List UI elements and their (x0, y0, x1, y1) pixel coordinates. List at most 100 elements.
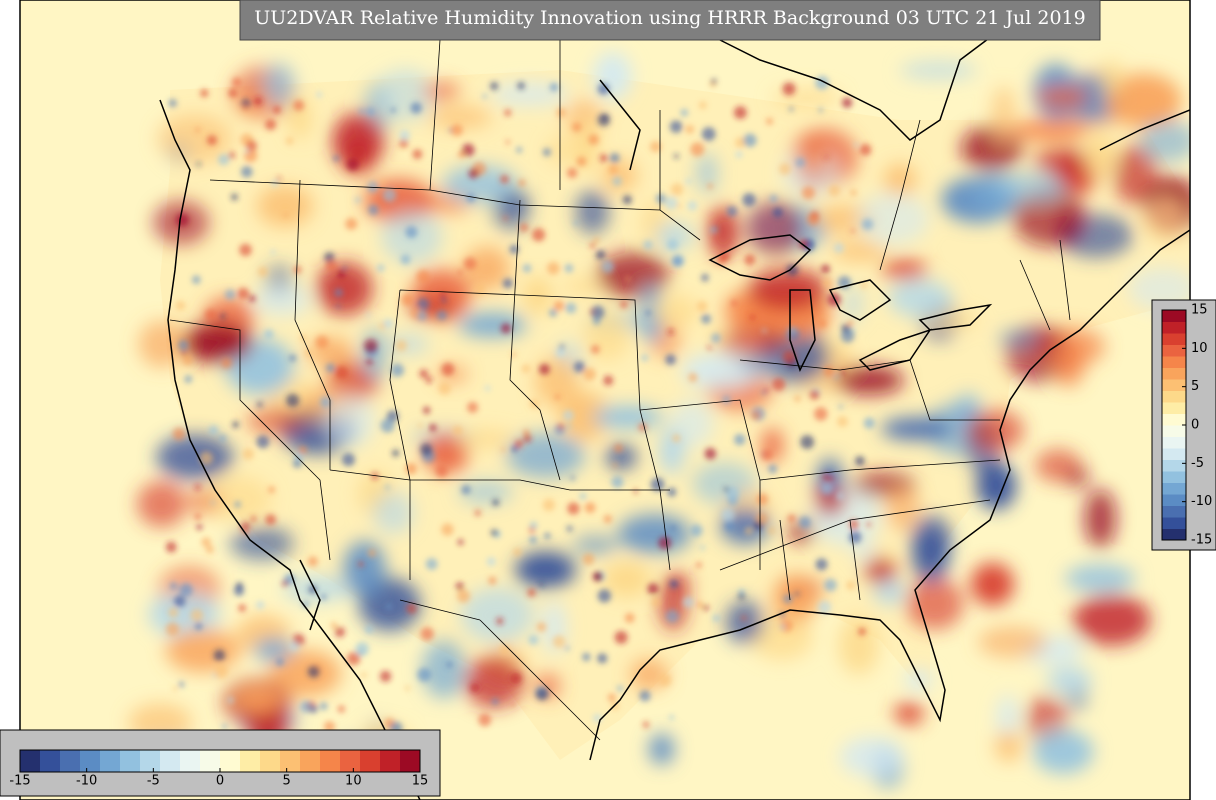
field-speck (473, 282, 486, 295)
field-speck (592, 317, 601, 326)
field-blob (182, 322, 253, 363)
field-speck (509, 244, 519, 255)
field-speck (358, 108, 365, 115)
colorbar-segment (320, 750, 341, 772)
field-speck (593, 237, 600, 244)
field-blob (992, 172, 1068, 202)
colorbar-segment (1162, 321, 1186, 334)
field-blob (894, 702, 924, 725)
field-blob (423, 433, 469, 474)
field-speck (205, 545, 214, 554)
field-blob (1047, 666, 1093, 694)
field-speck (320, 396, 332, 408)
field-speck (253, 96, 263, 106)
field-speck (366, 107, 376, 117)
colorbar-segment (1162, 310, 1186, 322)
field-speck (670, 525, 677, 531)
field-speck (293, 265, 302, 274)
colorbar-segment (260, 750, 281, 772)
field-speck (818, 107, 824, 113)
field-speck (768, 464, 778, 474)
field-blob (747, 268, 828, 311)
field-speck (319, 702, 328, 711)
colorbar-tick-label: -5 (1191, 456, 1204, 471)
field-speck (564, 263, 574, 273)
field-blob (460, 587, 534, 643)
colorbar-segment (380, 750, 401, 772)
field-speck (292, 459, 302, 468)
field-speck (178, 681, 185, 688)
colorbar-segment (120, 750, 141, 772)
field-blob (720, 325, 787, 361)
colorbar-segment (1162, 494, 1186, 506)
field-speck (242, 105, 249, 112)
field-speck (782, 82, 796, 96)
field-blob (725, 600, 764, 644)
field-speck (173, 595, 186, 608)
field-blob (1113, 144, 1158, 205)
field-speck (504, 109, 512, 117)
field-speck (687, 200, 698, 211)
field-blob (655, 222, 694, 250)
field-speck (289, 641, 299, 652)
field-blob (559, 392, 610, 441)
field-blob (1072, 594, 1151, 646)
field-speck (608, 164, 619, 175)
field-speck (696, 300, 708, 312)
field-speck (622, 195, 632, 205)
colorbar-segment (1162, 333, 1186, 345)
field-speck (474, 509, 481, 516)
field-speck (826, 470, 833, 478)
field-speck (205, 309, 217, 321)
field-blob (1012, 187, 1087, 247)
field-speck (753, 521, 763, 531)
field-speck (814, 407, 828, 421)
field-blob (749, 615, 814, 661)
colorbar-segment (1162, 344, 1186, 357)
field-speck (546, 261, 560, 275)
field-speck (853, 142, 858, 148)
field-speck (400, 293, 414, 306)
field-speck (638, 422, 647, 432)
field-speck (824, 578, 837, 592)
field-speck (772, 207, 783, 218)
field-speck (511, 445, 519, 453)
field-speck (734, 433, 746, 446)
field-speck (527, 588, 536, 598)
field-speck (337, 270, 346, 279)
field-speck (655, 193, 666, 204)
field-speck (399, 129, 411, 141)
field-speck (482, 94, 487, 99)
field-speck (385, 484, 390, 490)
colorbar-segment (1162, 425, 1186, 437)
field-speck (579, 492, 587, 500)
field-speck (597, 653, 608, 664)
field-speck (562, 409, 574, 421)
field-speck (529, 399, 540, 409)
field-speck (505, 139, 510, 145)
field-speck (342, 265, 347, 271)
field-speck (612, 176, 622, 186)
field-speck (334, 626, 346, 638)
field-speck (823, 365, 835, 377)
field-speck (315, 335, 329, 349)
field-speck (607, 693, 616, 702)
field-speck (824, 154, 829, 160)
colorbar-segment (280, 750, 301, 772)
colorbar-tick-label: 10 (345, 774, 362, 789)
field-speck (334, 288, 343, 297)
field-speck (582, 652, 591, 662)
field-speck (466, 193, 476, 203)
field-speck (364, 625, 374, 634)
field-speck (451, 124, 463, 136)
field-speck (168, 607, 179, 618)
field-speck (286, 393, 300, 407)
field-speck (566, 525, 573, 532)
field-blob (966, 409, 1024, 452)
field-speck (221, 357, 232, 369)
field-blob (575, 189, 610, 235)
field-speck (168, 99, 177, 108)
field-speck (742, 193, 756, 207)
field-blob (707, 206, 739, 259)
field-speck (406, 603, 417, 614)
